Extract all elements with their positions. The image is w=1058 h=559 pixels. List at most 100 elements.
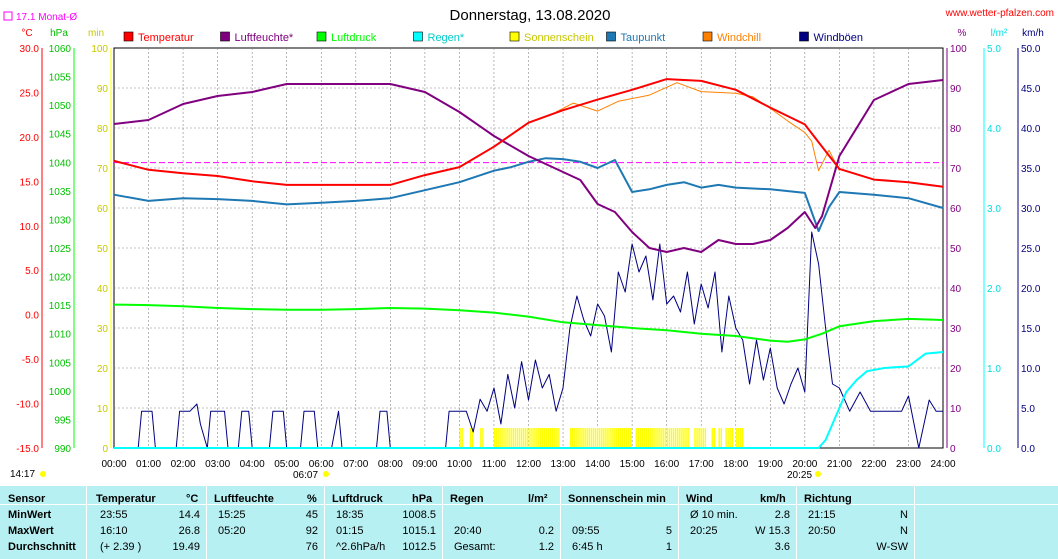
legend-label: Luftdruck: [331, 32, 377, 44]
sunshine-bar: [554, 428, 556, 448]
pressure-tick-label: 1055: [49, 73, 72, 84]
pressure-tick-label: 1045: [49, 130, 72, 141]
sun-value: 5: [665, 525, 672, 537]
x-tick-label: 14:00: [585, 459, 610, 470]
sunshine-bar: [650, 428, 652, 448]
sunshine-bar: [741, 428, 744, 448]
sunshine-bar: [660, 428, 662, 448]
sunshine-bar: [666, 428, 669, 448]
wind-tick-label: 5.0: [1021, 404, 1035, 415]
stats-col-divider: [560, 486, 561, 559]
temp-tick-label: 5.0: [25, 266, 39, 277]
pressure-tick-label: 1030: [49, 215, 72, 226]
wind-value: 2.8: [774, 509, 790, 521]
humidity-tick-label: 50: [950, 244, 962, 255]
x-tick-label: 10:00: [447, 459, 472, 470]
rain-value: 0.2: [538, 525, 554, 537]
sunshine-bar: [683, 428, 685, 448]
sunshine-bar: [704, 428, 707, 448]
temp-unit-label: °C: [21, 28, 32, 39]
sunshine-bar: [506, 428, 508, 448]
pres-time: 01:15: [336, 525, 364, 537]
legend-swatch: [123, 31, 134, 42]
hum-value: 76: [305, 541, 318, 553]
sunset-icon: [815, 471, 821, 477]
sunshine-bar: [480, 428, 482, 448]
wind-value: W 15.3: [755, 525, 790, 537]
sunshine-bar: [590, 428, 593, 448]
hum-time: 05:20: [218, 525, 246, 537]
sunshine-bar: [469, 428, 472, 448]
minutes-tick-label: 20: [97, 364, 109, 375]
sunshine-bar: [613, 428, 615, 448]
x-tick-label: 17:00: [689, 459, 714, 470]
humidity-tick-label: 10: [950, 404, 962, 415]
pres-value: 1015.1: [402, 525, 436, 537]
sunshine-bar: [737, 428, 740, 448]
sunshine-bar: [609, 428, 611, 448]
x-tick-label: 22:00: [861, 459, 886, 470]
series-line-regen: [114, 351, 944, 449]
legend-swatch: [509, 31, 520, 42]
humidity-tick-label: 80: [950, 124, 962, 135]
sunshine-bar: [547, 428, 550, 448]
x-tick-label: 09:00: [412, 459, 437, 470]
sunshine-bar: [588, 428, 591, 448]
sunshine-bar: [729, 428, 731, 448]
sunshine-bar: [713, 428, 716, 448]
sunshine-bar: [512, 428, 515, 448]
pressure-tick-label: 1000: [49, 387, 72, 398]
sunshine-bar: [539, 428, 541, 448]
pressure-tick-label: 1010: [49, 330, 72, 341]
pres-time: 18:35: [336, 509, 364, 521]
sunshine-bar: [623, 428, 626, 448]
sunshine-bar: [658, 428, 660, 448]
sunshine-bar: [601, 428, 603, 448]
rain-tick-label: 0.0: [987, 444, 1001, 455]
sunshine-bar: [674, 428, 677, 448]
sunshine-bar: [482, 428, 484, 448]
month-avg-icon: [3, 11, 13, 21]
x-tick-label: 05:00: [274, 459, 299, 470]
sunshine-bar: [735, 428, 738, 448]
x-tick-label: 06:00: [309, 459, 334, 470]
legend-swatch: [702, 31, 713, 42]
pressure-tick-label: 1035: [49, 187, 72, 198]
wind-value: 3.6: [774, 541, 790, 553]
humidity-tick-label: 90: [950, 84, 962, 95]
sunshine-bar: [582, 428, 584, 448]
sunshine-bar: [543, 428, 546, 448]
series-line-windben: [114, 231, 943, 449]
rain-tick-label: 4.0: [987, 124, 1001, 135]
hum-value: 92: [305, 525, 318, 537]
hdr-direction: Richtung: [804, 493, 852, 505]
sunshine-bar: [700, 428, 702, 448]
pressure-tick-label: 990: [54, 444, 71, 455]
x-tick-label: 08:00: [378, 459, 403, 470]
sunshine-bar: [625, 428, 628, 448]
minutes-tick-label: 100: [91, 44, 108, 55]
sunset-label: 20:25: [787, 470, 812, 481]
sunshine-bar: [558, 428, 560, 448]
sun-time: 6:45 h: [572, 541, 603, 553]
sunshine-bar: [496, 428, 498, 448]
temp-tick-label: 30.0: [20, 44, 40, 55]
pressure-tick-label: 1060: [49, 44, 72, 55]
pressure-tick-label: 1050: [49, 101, 72, 112]
stats-col-divider: [914, 486, 915, 559]
sunshine-bar: [702, 428, 704, 448]
series: [113, 78, 944, 449]
series-line-taupunkt: [113, 157, 944, 233]
wind-time: 20:25: [690, 525, 718, 537]
rain-tick-label: 1.0: [987, 364, 1001, 375]
sunshine-bar: [694, 428, 696, 448]
wind-tick-label: 15.0: [1021, 324, 1041, 335]
stats-table: Sensor Temperatur °C Luftfeuchte % Luftd…: [0, 486, 1058, 559]
chart-title: Donnerstag, 13.08.2020: [450, 7, 611, 24]
sunshine-bar: [533, 428, 535, 448]
hdr-rain-unit: l/m²: [528, 493, 548, 505]
legend-swatch: [606, 31, 616, 42]
wind-tick-label: 50.0: [1021, 44, 1041, 55]
stats-col-divider: [324, 486, 325, 559]
legend-label: Sonnenschein: [524, 32, 594, 44]
